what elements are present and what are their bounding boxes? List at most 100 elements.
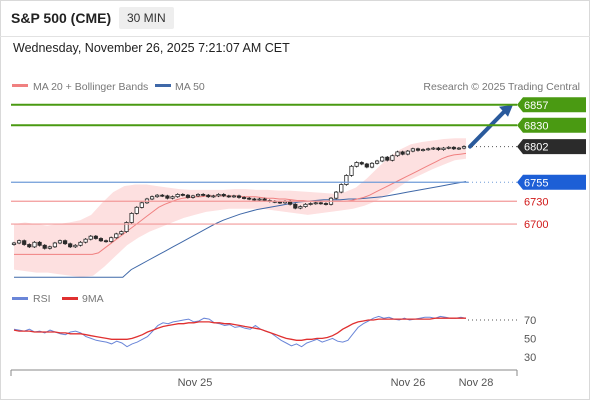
level-tag-bg-6857 bbox=[517, 97, 586, 113]
candle-body-22 bbox=[124, 222, 129, 233]
candle-15 bbox=[88, 235, 93, 241]
candle-body-7 bbox=[47, 246, 52, 249]
candle-body-25 bbox=[139, 202, 144, 208]
candle-body-2 bbox=[22, 240, 27, 245]
candle-77 bbox=[405, 149, 410, 156]
candle-body-48 bbox=[257, 198, 262, 201]
candle-19 bbox=[109, 236, 114, 243]
candle-body-30 bbox=[165, 195, 170, 199]
x-tick-label-nov25: Nov 25 bbox=[178, 377, 213, 389]
candle-body-61 bbox=[323, 203, 329, 205]
candle-16 bbox=[93, 235, 98, 240]
rsi-tick-label-50: 50 bbox=[524, 333, 536, 345]
candle-14 bbox=[83, 238, 88, 244]
candle-body-63 bbox=[334, 191, 339, 199]
candle-22 bbox=[124, 221, 129, 233]
candle-body-58 bbox=[308, 203, 313, 205]
projection-arrow-head bbox=[499, 104, 513, 117]
candle-body-10 bbox=[63, 240, 68, 245]
candle-body-85 bbox=[446, 146, 451, 149]
candle-85 bbox=[446, 146, 451, 150]
candle-81 bbox=[426, 147, 431, 151]
candle-body-34 bbox=[185, 194, 190, 198]
candle-body-81 bbox=[426, 148, 431, 151]
level-tag-label-6755: 6755 bbox=[524, 177, 548, 189]
levels-layer: 6857 6830 6802 6755 6730 6700 bbox=[11, 97, 586, 231]
level-tag-label-6802: 6802 bbox=[524, 142, 548, 154]
candle-48 bbox=[257, 197, 262, 201]
candle-body-75 bbox=[395, 151, 400, 157]
candle-58 bbox=[308, 202, 313, 206]
candle-82 bbox=[431, 146, 436, 150]
projection-arrow-shaft bbox=[468, 108, 507, 149]
candle-body-47 bbox=[252, 198, 257, 201]
candle-80 bbox=[420, 148, 426, 152]
level-tag-bg-6830 bbox=[517, 117, 586, 133]
bollinger-band-area bbox=[14, 138, 466, 278]
candle-body-69 bbox=[364, 163, 369, 168]
candle-body-87 bbox=[456, 147, 462, 150]
candle-75 bbox=[395, 150, 400, 157]
candle-33 bbox=[180, 193, 185, 197]
candle-body-42 bbox=[226, 195, 231, 198]
instrument-title: S&P 500 (CME) bbox=[11, 10, 112, 26]
candle-87 bbox=[456, 146, 462, 150]
candle-24 bbox=[134, 206, 139, 215]
candle-2 bbox=[22, 239, 27, 246]
candle-65 bbox=[344, 174, 349, 186]
legend-swatch-ma20 bbox=[12, 84, 28, 87]
candle-body-70 bbox=[369, 162, 375, 168]
candle-body-64 bbox=[339, 184, 344, 193]
candle-17 bbox=[98, 237, 103, 242]
candle-12 bbox=[73, 244, 78, 248]
candle-42 bbox=[226, 194, 231, 198]
legend-label-rsi: RSI bbox=[33, 293, 51, 305]
x-tick-label-nov28: Nov 28 bbox=[459, 377, 494, 389]
candle-57 bbox=[303, 203, 308, 208]
rsi-line bbox=[13, 315, 467, 348]
candle-5 bbox=[37, 241, 42, 247]
timeframe-button[interactable]: 30 MIN bbox=[119, 7, 174, 29]
candle-0 bbox=[11, 241, 17, 246]
candle-body-5 bbox=[37, 241, 42, 246]
legend-swatch-9ma bbox=[62, 297, 78, 300]
candle-41 bbox=[221, 193, 226, 198]
candle-body-36 bbox=[195, 193, 201, 197]
candle-4 bbox=[32, 241, 37, 248]
candle-body-1 bbox=[16, 240, 22, 244]
candle-body-11 bbox=[68, 243, 73, 248]
candle-body-4 bbox=[32, 241, 37, 248]
rsi-tick-label-70: 70 bbox=[524, 315, 536, 327]
candle-body-6 bbox=[42, 244, 47, 249]
candle-74 bbox=[390, 154, 395, 162]
candle-body-73 bbox=[385, 156, 390, 161]
candle-body-80 bbox=[420, 149, 426, 152]
candle-body-13 bbox=[78, 241, 83, 246]
candle-25 bbox=[139, 201, 144, 209]
candle-56 bbox=[298, 205, 303, 210]
candle-body-17 bbox=[98, 238, 103, 242]
candle-body-41 bbox=[221, 193, 226, 197]
candle-27 bbox=[149, 195, 155, 201]
candle-body-86 bbox=[451, 146, 456, 150]
level-tag-label-6857: 6857 bbox=[524, 100, 548, 112]
candle-13 bbox=[78, 241, 83, 247]
candle-31 bbox=[170, 195, 175, 200]
candle-43 bbox=[231, 194, 236, 198]
candle-body-38 bbox=[206, 194, 211, 198]
candle-34 bbox=[185, 194, 190, 199]
candle-body-27 bbox=[149, 196, 155, 200]
rsi-pane: 70 50 30 bbox=[13, 315, 536, 364]
candle-body-49 bbox=[262, 198, 267, 201]
candle-59 bbox=[313, 201, 318, 205]
candle-78 bbox=[410, 147, 416, 153]
candle-73 bbox=[385, 156, 390, 162]
candle-39 bbox=[211, 194, 216, 198]
candle-body-65 bbox=[344, 174, 349, 185]
candle-32 bbox=[175, 193, 180, 198]
candle-36 bbox=[195, 193, 201, 198]
candle-body-60 bbox=[318, 202, 323, 205]
candle-body-76 bbox=[400, 151, 405, 155]
candle-70 bbox=[369, 162, 375, 169]
